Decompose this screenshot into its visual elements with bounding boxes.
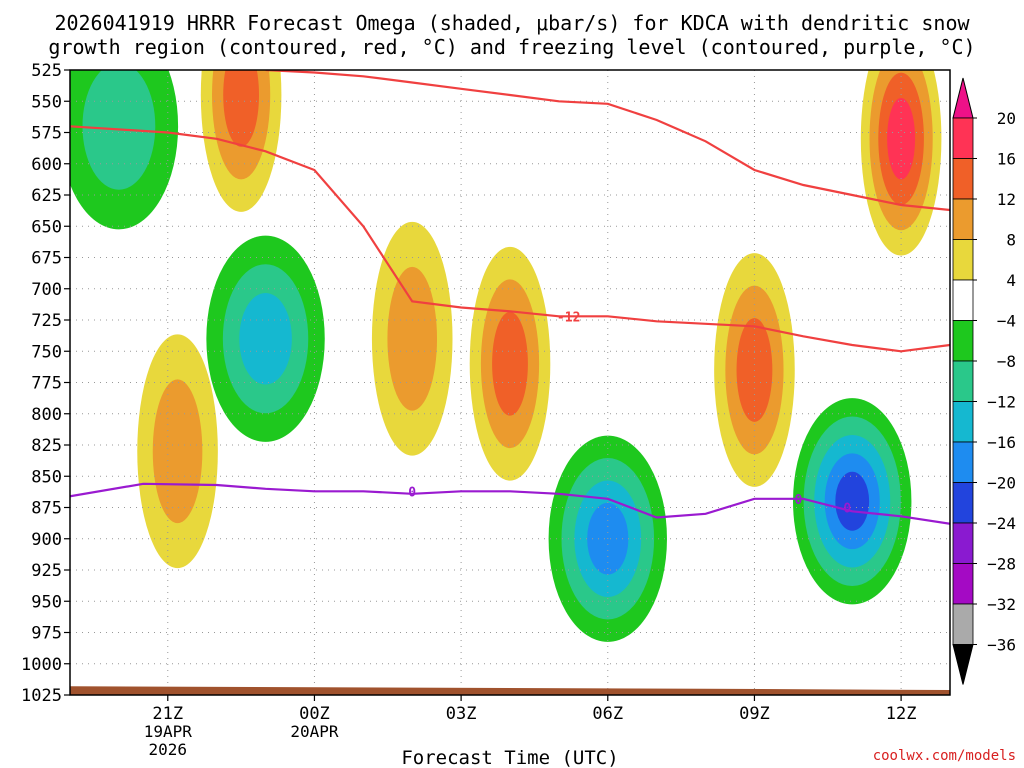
colorbar-label-3: 8 <box>1006 231 1016 250</box>
y-tick-label-2: 575 <box>31 124 62 144</box>
colorbar-label-12: −32 <box>987 595 1016 614</box>
dgz-contour-label: -12 <box>557 310 580 325</box>
x-axis-label: Forecast Time (UTC) <box>401 747 618 768</box>
y-axis: 525 550 575 600 625 650 675 700 725 750 775 800 825 8… <box>21 61 70 706</box>
y-tick-label-1: 550 <box>31 92 62 112</box>
colorbar-label-8: −16 <box>987 433 1016 452</box>
x-tick-label-1: 00Z <box>299 704 330 724</box>
colorbar-bin-9 <box>952 482 974 524</box>
freezing-level-contour <box>70 482 950 525</box>
omega-contour-0-1 <box>82 70 156 190</box>
colorbar-label-11: −28 <box>987 555 1016 574</box>
x-tick-label-0: 21Z <box>152 704 183 724</box>
colorbar-bin-0 <box>952 117 974 159</box>
omega-contour-1-2 <box>223 70 260 147</box>
omega-contour-3-2 <box>239 292 292 385</box>
x-tick-label-2: 03Z <box>446 704 477 724</box>
x-tick-sublabel1-1: 20APR <box>290 722 339 741</box>
y-tick-label-20: 1025 <box>21 686 62 706</box>
colorbar-label-1: 16 <box>997 150 1016 169</box>
y-tick-label-18: 975 <box>31 624 62 644</box>
colorbar-label-2: 12 <box>997 190 1016 209</box>
colorbar-label-13: −36 <box>987 636 1016 655</box>
colorbar-bin-8 <box>952 441 974 483</box>
y-tick-label-3: 600 <box>31 155 62 175</box>
y-tick-label-5: 650 <box>31 217 62 237</box>
y-tick-label-15: 900 <box>31 530 62 550</box>
colorbar-bin-10 <box>952 522 974 564</box>
contour-lines: -12 0 0 0 <box>70 70 950 525</box>
y-tick-label-9: 750 <box>31 342 62 362</box>
x-tick-sublabel2-0: 2026 <box>149 740 188 759</box>
y-tick-label-6: 675 <box>31 249 62 269</box>
freezing-level-label-1: 0 <box>408 485 416 500</box>
y-tick-label-11: 800 <box>31 405 62 425</box>
x-tick-label-5: 12Z <box>886 704 917 724</box>
x-tick-sublabel1-0: 19APR <box>144 722 193 741</box>
omega-contour-5-2 <box>492 311 528 416</box>
colorbar-bin-12 <box>952 603 974 645</box>
x-tick-label-4: 09Z <box>739 704 770 724</box>
colorbar-bin-2 <box>952 198 974 240</box>
x-tick-label-3: 06Z <box>592 704 623 724</box>
y-tick-label-4: 625 <box>31 186 62 206</box>
chart-title-line-2: growth region (contoured, red, °C) and f… <box>48 35 975 59</box>
colorbar-bin-7 <box>952 401 974 443</box>
colorbar-label-6: −8 <box>997 352 1016 371</box>
colorbar-bin-6 <box>952 360 974 402</box>
y-tick-label-7: 700 <box>31 280 62 300</box>
colorbar-label-9: −20 <box>987 474 1016 493</box>
dgz-contour-upper <box>265 70 950 212</box>
y-tick-label-16: 925 <box>31 561 62 581</box>
freezing-level-label-2: 0 <box>795 493 803 508</box>
omega-contour-8-4 <box>835 471 870 531</box>
colorbar-bin-5 <box>952 320 974 362</box>
colorbar-bin-4 <box>952 279 974 321</box>
colorbar-under-arrow <box>952 644 974 685</box>
colorbar: 20 16 12 8 4 −4 −8 −12 −16 −20 −24 −28 −32 −36 <box>952 77 1016 685</box>
y-tick-label-19: 1000 <box>21 655 62 675</box>
y-tick-label-10: 775 <box>31 374 62 394</box>
y-tick-label-8: 725 <box>31 311 62 331</box>
omega-contour-2-1 <box>152 379 203 524</box>
colorbar-bin-3 <box>952 239 974 281</box>
freezing-level-label-3: 0 <box>843 502 851 517</box>
colorbar-over-arrow <box>952 77 974 119</box>
credit-text: coolwx.com/models <box>873 748 1016 764</box>
colorbar-bin-1 <box>952 158 974 200</box>
y-tick-label-0: 525 <box>31 61 62 81</box>
colorbar-label-7: −12 <box>987 393 1016 412</box>
colorbar-label-4: 4 <box>1006 271 1016 290</box>
colorbar-label-10: −24 <box>987 514 1016 533</box>
grid-lines <box>70 70 950 695</box>
dgz-contour-lower <box>70 125 950 353</box>
y-tick-label-13: 850 <box>31 467 62 487</box>
terrain-group <box>70 686 950 695</box>
y-tick-label-17: 950 <box>31 592 62 612</box>
colorbar-label-5: −4 <box>997 312 1016 331</box>
terrain-fill <box>70 686 950 695</box>
omega-shading <box>70 70 942 642</box>
colorbar-bin-11 <box>952 563 974 605</box>
y-tick-label-12: 825 <box>31 436 62 456</box>
omega-contour-9-3 <box>887 98 916 180</box>
colorbar-label-0: 20 <box>997 109 1016 128</box>
chart-title-line-1: 2026041919 HRRR Forecast Omega (shaded, … <box>54 11 970 35</box>
y-tick-label-14: 875 <box>31 499 62 519</box>
